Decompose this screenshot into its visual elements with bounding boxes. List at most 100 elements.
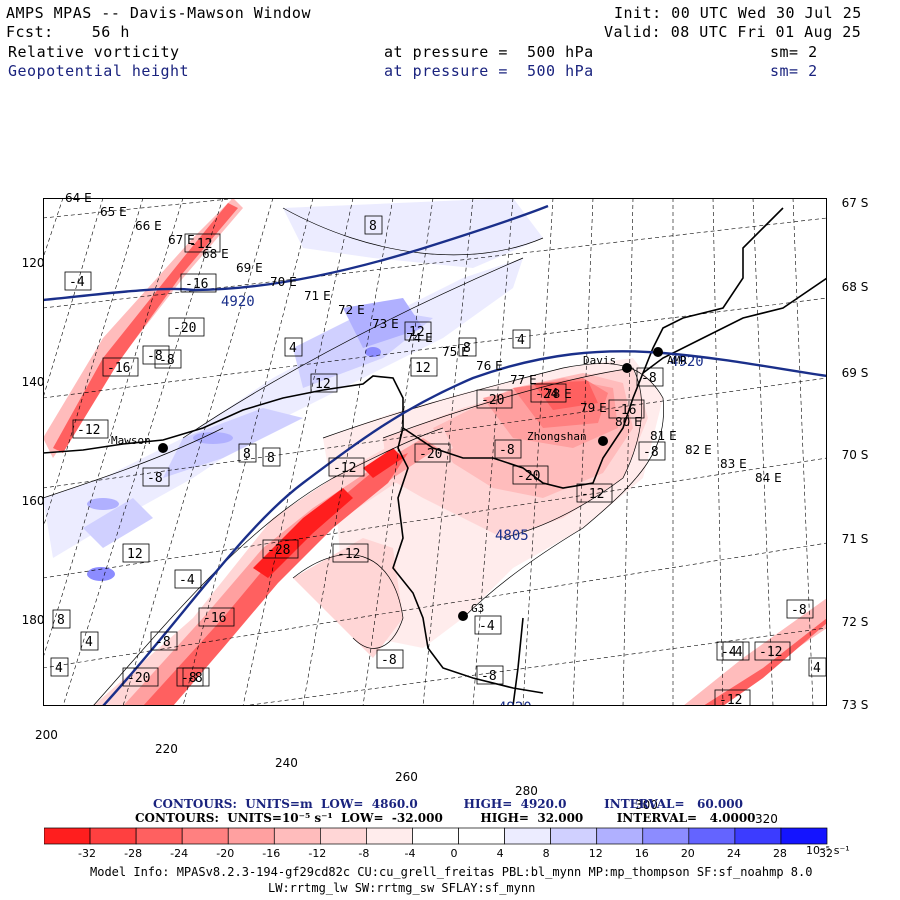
- svg-text:-12: -12: [581, 487, 604, 502]
- svg-text:-28: -28: [267, 543, 290, 558]
- field2-level: at pressure = 500 hPa: [384, 62, 594, 80]
- lon-label: 82 E: [685, 443, 712, 457]
- vorticity-label: -4: [64, 271, 92, 291]
- svg-text:-4: -4: [727, 645, 743, 660]
- vorticity-label: -12: [576, 483, 613, 503]
- vorticity-label: -8: [636, 367, 664, 387]
- colorbar-cell: [780, 827, 828, 845]
- model-info: Model Info: MPASv8.2.3-194-gf29cd82c CU:…: [90, 865, 813, 879]
- svg-text:-16: -16: [185, 277, 208, 292]
- vorticity-label: -20: [168, 317, 205, 337]
- svg-text:4: 4: [85, 635, 93, 650]
- svg-text:-24: -24: [535, 387, 559, 402]
- graticule: [43, 198, 827, 706]
- colorbar-cell: [504, 827, 551, 845]
- svg-text:-12: -12: [189, 237, 212, 252]
- field2-smoothing: sm= 2: [770, 62, 818, 80]
- svg-text:-16: -16: [613, 403, 636, 418]
- svg-text:-8: -8: [791, 603, 807, 618]
- colorbar-label: -20: [216, 847, 234, 860]
- lon-label: 67 E: [168, 233, 195, 247]
- positive-vorticity-fill: [43, 198, 543, 581]
- station-marker-davis: [622, 363, 632, 373]
- y-tick: 180: [21, 613, 45, 627]
- vorticity-label: -4: [174, 569, 202, 589]
- colorbar-cell: [135, 827, 183, 845]
- vorticity-label: 8: [238, 443, 257, 463]
- lon-label: 75 E: [442, 345, 469, 359]
- colorbar-cell: [366, 827, 413, 845]
- vorticity-label: 12: [310, 373, 338, 393]
- svg-text:-12: -12: [77, 423, 100, 438]
- y-axis-ticks: 120 140 160 180: [14, 0, 45, 627]
- vorticity-label: -12: [332, 543, 369, 563]
- vorticity-label: 4: [80, 631, 99, 651]
- vorticity-label: -8: [786, 599, 814, 619]
- colorbar-label: 32: [819, 847, 833, 860]
- lat-label: 71 S: [841, 532, 869, 546]
- lon-label: 71 E: [304, 289, 331, 303]
- model-info-physics: LW:rrtmg_lw SW:rrtmg_sw SFLAY:sf_mynn: [268, 881, 536, 895]
- lon-label: 65 E: [100, 205, 127, 219]
- coastline: [43, 207, 827, 706]
- station-label-davis: Davis: [583, 354, 616, 367]
- lon-label: 78 E: [545, 387, 572, 401]
- vorticity-label: -20: [122, 667, 159, 687]
- vorticity-label: 8: [262, 447, 281, 467]
- svg-text:-4: -4: [69, 275, 85, 290]
- lon-label: 64 E: [65, 191, 92, 205]
- vorticity-label: -12: [328, 457, 365, 477]
- colorbar-cell: [550, 827, 598, 845]
- colorbar-label: 12: [589, 847, 603, 860]
- svg-text:-12: -12: [337, 547, 360, 562]
- vorticity-label: 12: [122, 543, 150, 563]
- colorbar-cell: [44, 827, 91, 845]
- svg-text:8: 8: [369, 219, 377, 234]
- init-time: Init: 00 UTC Wed 30 Jul 25: [614, 4, 862, 22]
- forecast-hour: Fcst: 56 h: [6, 23, 130, 41]
- svg-text:4: 4: [289, 341, 297, 356]
- vorticity-label: -8: [494, 439, 522, 459]
- vorticity-map: 4920 4805 4920 4920 Mawson Davis AMR Zho…: [43, 198, 827, 706]
- svg-text:-8: -8: [641, 371, 657, 386]
- colorbar-cell: [642, 827, 690, 845]
- lon-label: 80 E: [615, 415, 642, 429]
- vorticity-label: -16: [180, 273, 217, 293]
- lon-label: 68 E: [202, 247, 229, 261]
- colorbar-cell: [596, 827, 644, 845]
- vorticity-label: -12: [714, 689, 751, 706]
- colorbar-cell: [688, 827, 736, 845]
- svg-text:-12: -12: [719, 693, 742, 706]
- colorbar-label: 24: [727, 847, 741, 860]
- svg-text:-20: -20: [481, 393, 504, 408]
- station-label-mawson: Mawson: [111, 434, 151, 447]
- lon-label: 81 E: [650, 429, 677, 443]
- svg-text:8: 8: [243, 447, 251, 462]
- svg-text:8: 8: [463, 341, 471, 356]
- colorbar-cell: [181, 827, 229, 845]
- station-marker-zhongshan: [598, 436, 608, 446]
- lon-label: 72 E: [338, 303, 365, 317]
- vorticity-label: -8: [154, 349, 182, 369]
- lon-label: 73 E: [372, 317, 399, 331]
- vorticity-label: -8: [376, 649, 404, 669]
- vorticity-label: -8: [638, 441, 666, 461]
- x-tick: 300: [635, 798, 658, 812]
- svg-text:-20: -20: [127, 671, 150, 686]
- lat-label: 70 S: [841, 448, 869, 462]
- svg-text:-8: -8: [159, 353, 175, 368]
- lon-label: 77 E: [510, 373, 537, 387]
- svg-text:-8: -8: [155, 635, 171, 650]
- colorbar-label: -12: [308, 847, 326, 860]
- height-label: 4920: [221, 294, 255, 310]
- vorticity-label: -16: [198, 607, 235, 627]
- lon-label: 70 E: [270, 275, 297, 289]
- vorticity-colorbar: -32 -28 -24 -20 -16 -12 -8 -4 0 4 8 12 16 20 24 28 32: [44, 827, 833, 860]
- vorticity-label: 8: [458, 337, 477, 357]
- colorbar-cell: [458, 827, 505, 845]
- y-tick: 160: [21, 494, 45, 508]
- lat-label: 72 S: [841, 615, 869, 629]
- height-label: 4805: [495, 528, 529, 544]
- lon-label: 83 E: [720, 457, 747, 471]
- vorticity-label: 8: [52, 609, 71, 629]
